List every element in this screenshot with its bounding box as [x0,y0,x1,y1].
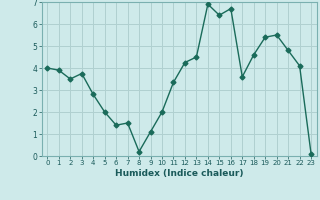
X-axis label: Humidex (Indice chaleur): Humidex (Indice chaleur) [115,169,244,178]
